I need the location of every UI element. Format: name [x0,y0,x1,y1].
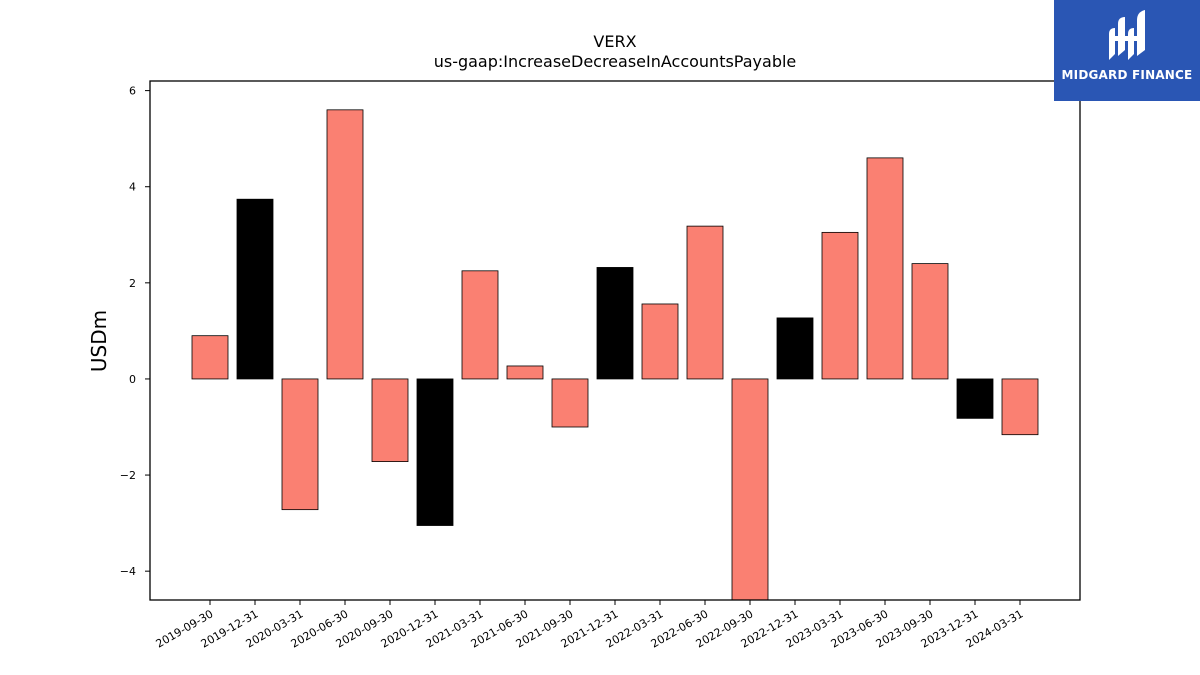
y-tick-label: 0 [129,373,136,386]
bar-2019-12-31 [236,198,274,380]
bar-2019-09-30 [191,335,229,380]
y-tick-label: 4 [129,181,136,194]
brand-logo: MIDGARD FINANCE [1054,0,1200,101]
chart-subtitle: us-gaap:IncreaseDecreaseInAccountsPayabl… [433,52,797,71]
y-tick-label: 6 [129,85,136,98]
bar-2020-06-30 [326,109,364,380]
y-tick-label: −4 [120,565,136,578]
bar-2023-06-30 [866,157,904,380]
logo-text: MIDGARD FINANCE [1061,68,1193,82]
bar-2021-09-30 [551,378,589,428]
y-ticks-group: −4 −2 0 2 4 6 [120,85,150,578]
bar-2022-12-31 [776,317,814,380]
bar-2021-12-31 [596,267,634,380]
bar-2023-12-31 [956,378,994,419]
bar-2021-03-31 [461,270,499,380]
bar-2020-09-30 [371,378,409,463]
y-tick-label: 2 [129,277,136,290]
bar-2023-03-31 [821,231,859,380]
bar-2022-09-30 [731,378,769,601]
bar-2020-03-31 [281,378,319,511]
bars-group [191,109,1039,601]
y-tick-label: −2 [120,469,136,482]
bar-2022-03-31 [641,303,679,380]
bar-2020-12-31 [416,378,454,526]
y-axis-label: USDm [87,310,111,372]
bar-2021-06-30 [506,365,544,380]
plot-frame [149,80,1081,601]
bar-2024-03-31 [1001,378,1039,436]
bar-2022-06-30 [686,225,724,380]
midgard-logo-icon [1109,10,1145,60]
chart-title: VERX [593,32,637,51]
x-ticks-group: 2019-09-302019-12-312020-03-312020-06-30… [154,600,1026,651]
bar-2023-09-30 [911,263,949,380]
